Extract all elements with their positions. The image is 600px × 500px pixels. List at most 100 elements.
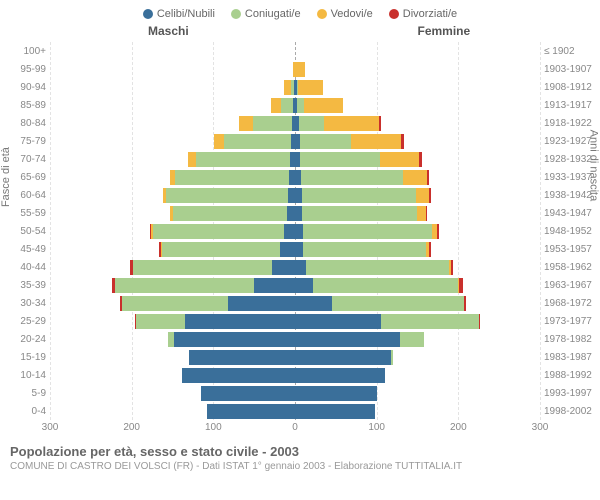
bar-segment xyxy=(303,242,426,257)
age-label: 45-49 xyxy=(6,244,46,255)
age-label: 60-64 xyxy=(6,190,46,201)
age-label: 40-44 xyxy=(6,262,46,273)
bar-segment xyxy=(426,206,428,221)
female-bar xyxy=(295,116,381,131)
male-bar xyxy=(189,350,295,365)
birth-label: 1913-1917 xyxy=(544,100,598,111)
age-label: 65-69 xyxy=(6,172,46,183)
bar-segment xyxy=(173,206,287,221)
age-label: 0-4 xyxy=(6,406,46,417)
birth-label: 1918-1922 xyxy=(544,118,598,129)
bar-segment xyxy=(479,314,481,329)
male-half xyxy=(50,332,295,347)
bar-segment xyxy=(416,188,429,203)
age-label: 95-99 xyxy=(6,64,46,75)
age-row: 25-29 1973-1977 xyxy=(50,312,540,330)
age-row: 30-34 1968-1972 xyxy=(50,294,540,312)
age-row: 5-9 1993-1997 xyxy=(50,384,540,402)
header-female: Femmine xyxy=(418,24,471,38)
bar-segment xyxy=(281,98,293,113)
male-bar xyxy=(112,278,295,293)
bar-segment xyxy=(295,332,400,347)
age-row: 85-89 1913-1917 xyxy=(50,96,540,114)
bar-segment xyxy=(379,116,381,131)
age-label: 55-59 xyxy=(6,208,46,219)
bar-segment xyxy=(427,170,429,185)
legend-label: Celibi/Nubili xyxy=(157,8,215,20)
x-tick-label: 200 xyxy=(123,422,140,433)
bar-segment xyxy=(153,224,284,239)
birth-label: 1938-1942 xyxy=(544,190,598,201)
legend-dot-icon xyxy=(389,9,399,19)
age-row: 15-19 1983-1987 xyxy=(50,348,540,366)
age-label: 10-14 xyxy=(6,370,46,381)
bar-segment xyxy=(419,152,421,167)
male-bar xyxy=(159,242,295,257)
age-label: 90-94 xyxy=(6,82,46,93)
male-bar xyxy=(163,188,295,203)
x-tick-label: 300 xyxy=(42,422,59,433)
female-half xyxy=(295,224,540,239)
age-label: 85-89 xyxy=(6,100,46,111)
bar-segment xyxy=(133,260,272,275)
bar-segment xyxy=(304,98,343,113)
birth-label: 1958-1962 xyxy=(544,262,598,273)
female-bar xyxy=(295,152,422,167)
male-half xyxy=(50,350,295,365)
bar-segment xyxy=(295,314,381,329)
bar-segment xyxy=(295,386,377,401)
age-row: 100+ ≤ 1902 xyxy=(50,42,540,60)
bar-segment xyxy=(284,224,295,239)
female-bar xyxy=(295,188,431,203)
male-half xyxy=(50,242,295,257)
x-tick-label: 100 xyxy=(368,422,385,433)
bar-segment xyxy=(280,242,295,257)
footer: Popolazione per età, sesso e stato civil… xyxy=(0,438,600,472)
age-row: 35-39 1963-1967 xyxy=(50,276,540,294)
bar-segment xyxy=(429,188,431,203)
female-bar xyxy=(295,206,427,221)
female-half xyxy=(295,134,540,149)
birth-label: 1923-1927 xyxy=(544,136,598,147)
age-row: 10-14 1988-1992 xyxy=(50,366,540,384)
bar-segment xyxy=(207,404,295,419)
bar-segment xyxy=(239,116,252,131)
bar-segment xyxy=(189,350,295,365)
male-half xyxy=(50,404,295,419)
age-label: 25-29 xyxy=(6,316,46,327)
bar-segment xyxy=(303,224,432,239)
male-half xyxy=(50,206,295,221)
legend-item: Celibi/Nubili xyxy=(143,8,215,20)
bar-segment xyxy=(201,386,295,401)
legend-item: Coniugati/e xyxy=(231,8,301,20)
female-bar xyxy=(295,278,463,293)
male-half xyxy=(50,98,295,113)
male-bar xyxy=(170,170,295,185)
male-bar xyxy=(207,404,295,419)
male-bar xyxy=(170,206,295,221)
bar-segment xyxy=(174,332,295,347)
male-half xyxy=(50,296,295,311)
bar-segment xyxy=(166,188,289,203)
bar-segment xyxy=(301,170,403,185)
age-row: 95-99 1903-1907 xyxy=(50,60,540,78)
age-row: 50-54 1948-1952 xyxy=(50,222,540,240)
age-label: 100+ xyxy=(6,46,46,57)
female-half xyxy=(295,386,540,401)
female-bar xyxy=(295,260,453,275)
female-half xyxy=(295,296,540,311)
bar-segment xyxy=(295,404,375,419)
age-label: 70-74 xyxy=(6,154,46,165)
male-bar xyxy=(182,368,295,383)
age-label: 75-79 xyxy=(6,136,46,147)
male-half xyxy=(50,188,295,203)
bar-segment xyxy=(300,134,351,149)
birth-label: 1948-1952 xyxy=(544,226,598,237)
bar-segment xyxy=(299,116,324,131)
age-label: 15-19 xyxy=(6,352,46,363)
female-bar xyxy=(295,62,305,77)
bar-segment xyxy=(391,350,393,365)
bar-segment xyxy=(224,134,291,149)
x-axis: 3002001000100200300 xyxy=(50,422,540,438)
bar-segment xyxy=(451,260,453,275)
